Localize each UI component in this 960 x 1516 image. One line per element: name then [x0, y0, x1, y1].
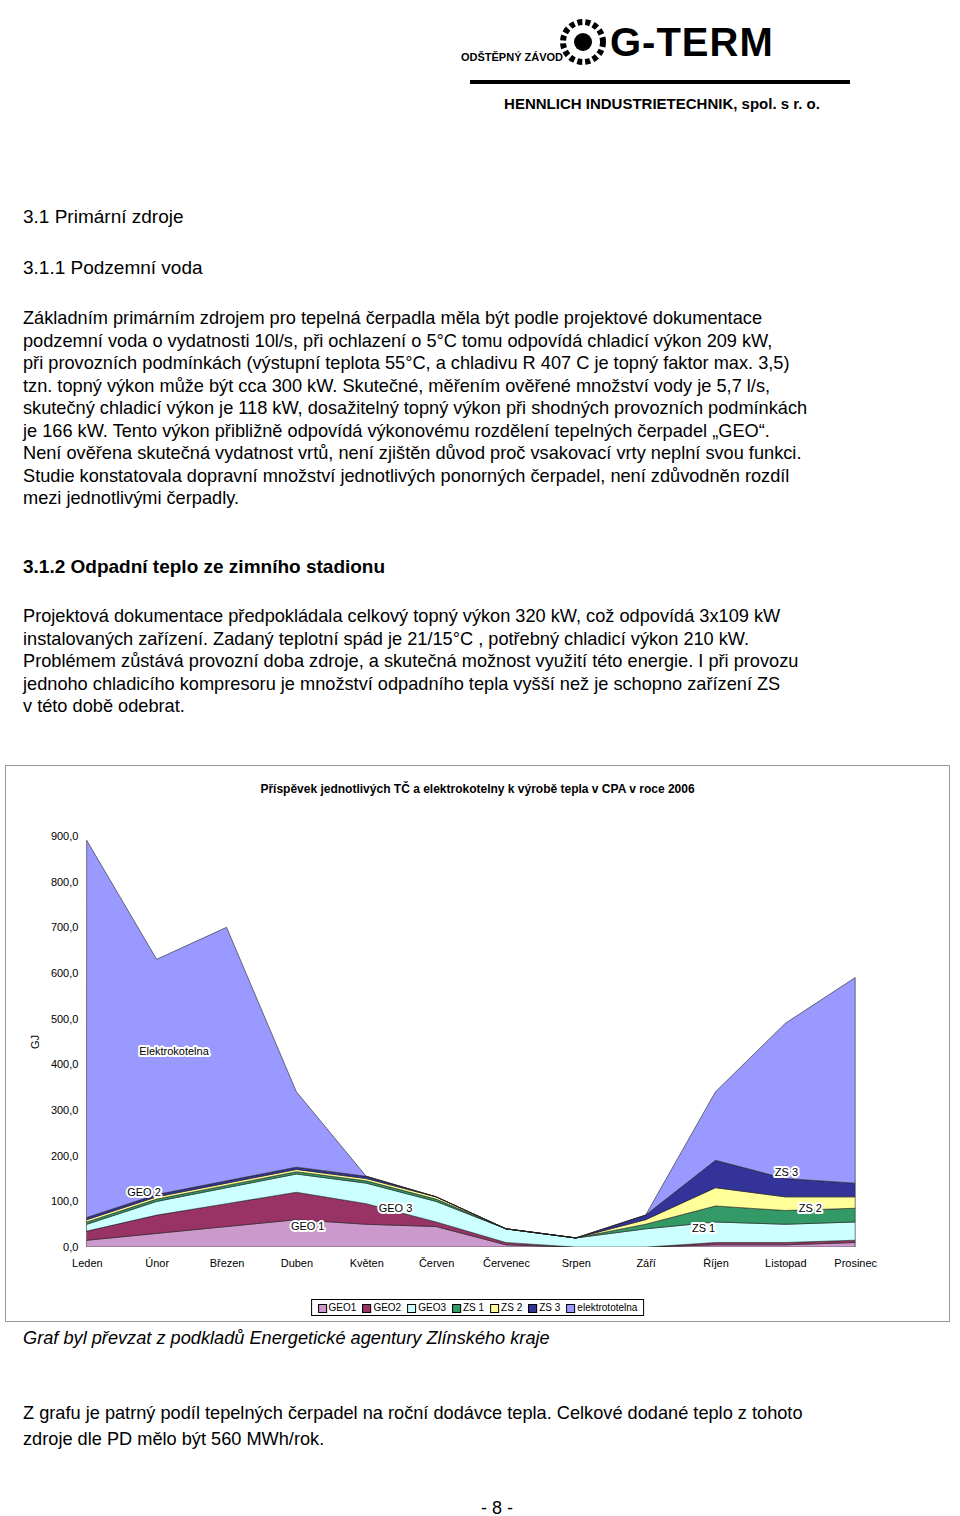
svg-text:700,0: 700,0: [51, 921, 78, 933]
html-text:Graf byl převzat z podkladů En: Graf byl převzat z podkladů Energetické …: [23, 1328, 550, 1348]
svg-text:800,0: 800,0: [51, 876, 78, 888]
html-text:3.1.1 Podzemní voda: 3.1.1 Podzemní voda: [23, 256, 203, 278]
html-text:Příspěvek jednotlivých TČ a el: Příspěvek jednotlivých TČ a elektrokotel…: [260, 782, 695, 796]
svg-text:100,0: 100,0: [51, 1195, 78, 1207]
html-text:instalovaných zařízení. Zadaný: instalovaných zařízení. Zadaný teplotní …: [23, 628, 750, 649]
svg-text:300,0: 300,0: [51, 1104, 78, 1116]
svg-text:0,0: 0,0: [63, 1241, 78, 1253]
svg-text:GEO 2: GEO 2: [127, 1186, 161, 1198]
html-text:Z grafu je patrný podíl tepeln: Z grafu je patrný podíl tepelných čerpad…: [23, 1403, 803, 1423]
html-text:je 166 kW. Tento výkon přibliž: je 166 kW. Tento výkon přibližně odpovíd…: [23, 420, 770, 441]
html-text:Problémem zůstává provozní dob: Problémem zůstává provozní doba zdroje, …: [23, 651, 799, 671]
html-text:GEO3: GEO3: [418, 1302, 446, 1313]
html-text:ODŠTĚPNÝ ZÁVOD: ODŠTĚPNÝ ZÁVOD: [461, 50, 563, 63]
html-text:Není ověřena skutečná vydatnos: Není ověřena skutečná vydatnost vrtů, ne…: [23, 443, 802, 463]
html-text:ZS 2: ZS 2: [501, 1302, 523, 1313]
html-text:podzemní voda o vydatnosti 10l: podzemní voda o vydatnosti 10l/s, při oc…: [23, 330, 773, 351]
html-text:skutečný chladicí výkon je 118: skutečný chladicí výkon je 118 kW, dosaž…: [23, 398, 808, 418]
html-text:GEO2: GEO2: [373, 1302, 402, 1313]
html-text:při provozních podmínkách (výs: při provozních podmínkách (výstupní tepl…: [23, 353, 790, 373]
svg-text:600,0: 600,0: [51, 967, 78, 979]
svg-text:ZS 3: ZS 3: [775, 1166, 798, 1178]
html-text:HENNLICH INDUSTRIETECHNIK, spo: HENNLICH INDUSTRIETECHNIK, spol. s r. o.: [504, 95, 820, 112]
svg-text:Srpen: Srpen: [562, 1257, 591, 1269]
svg-text:Únor: Únor: [145, 1257, 169, 1269]
svg-text:Prosinec: Prosinec: [834, 1257, 877, 1269]
html-text:Projektová dokumentace předpok: Projektová dokumentace předpokládala cel…: [23, 606, 781, 626]
html-text:3.1.2 Odpadní teplo ze zimního: 3.1.2 Odpadní teplo ze zimního stadionu: [23, 555, 386, 577]
svg-text:Elektrokotelna: Elektrokotelna: [139, 1045, 209, 1057]
html-text:ZS 1: ZS 1: [463, 1302, 485, 1313]
html-text:ZS 3: ZS 3: [539, 1302, 561, 1313]
svg-text:GJ: GJ: [29, 1035, 41, 1049]
svg-text:Březen: Březen: [210, 1257, 245, 1269]
svg-text:GEO 3: GEO 3: [379, 1202, 413, 1214]
svg-text:ZS 1: ZS 1: [692, 1222, 715, 1234]
svg-text:Listopad: Listopad: [765, 1257, 806, 1269]
svg-text:Červen: Červen: [419, 1257, 454, 1269]
html-text:tzn. topný výkon může být cca: tzn. topný výkon může být cca 300 kW. Sk…: [23, 375, 770, 396]
html-text:GEO1: GEO1: [328, 1302, 357, 1313]
html-text:Studie konstatovala dopravní m: Studie konstatovala dopravní množství je…: [23, 465, 790, 486]
html-text:zdroje dle PD mělo být 560 MWh: zdroje dle PD mělo být 560 MWh/rok.: [23, 1428, 325, 1449]
html-text:G-TERM: G-TERM: [610, 20, 774, 64]
html-text:elektrototelna: elektrototelna: [577, 1302, 638, 1313]
svg-text:Říjen: Říjen: [703, 1257, 729, 1269]
svg-text:Září: Září: [636, 1257, 656, 1269]
svg-text:500,0: 500,0: [51, 1013, 78, 1025]
html-text:v této době odebrat.: v této době odebrat.: [23, 696, 185, 716]
svg-text:GEO 1: GEO 1: [291, 1220, 325, 1232]
svg-text:Leden: Leden: [72, 1257, 103, 1269]
svg-text:Květen: Květen: [350, 1257, 384, 1269]
html-text:mezi jednotlivými čerpadly.: mezi jednotlivými čerpadly.: [23, 488, 239, 508]
svg-text:Červenec: Červenec: [483, 1257, 530, 1269]
svg-text:400,0: 400,0: [51, 1058, 78, 1070]
html-text:3.1 Primární zdroje: 3.1 Primární zdroje: [23, 205, 184, 227]
svg-text:Duben: Duben: [281, 1257, 313, 1269]
html-text:jednoho chladicího kompresoru: jednoho chladicího kompresoru je množstv…: [23, 673, 781, 694]
svg-text:900,0: 900,0: [51, 830, 78, 842]
svg-text:ZS 2: ZS 2: [799, 1202, 822, 1214]
html-text:Základním primárním zdrojem pr: Základním primárním zdrojem pro tepelná …: [23, 308, 762, 328]
svg-text:200,0: 200,0: [51, 1150, 78, 1162]
